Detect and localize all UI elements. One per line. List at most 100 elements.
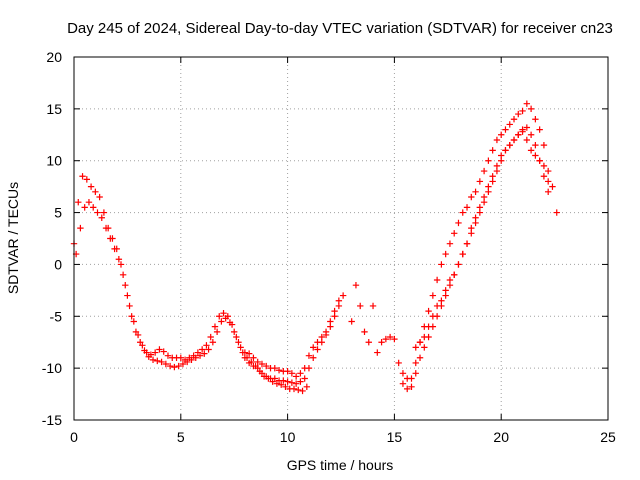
data-point [297,370,304,377]
data-point [218,318,225,325]
data-point [489,147,496,154]
data-point [211,323,219,330]
series-track-4 [348,100,560,382]
data-point [386,333,394,341]
data-point [280,377,287,384]
data-point [433,276,441,284]
data-point [100,209,108,216]
data-point [408,383,415,391]
data-point [237,344,244,351]
data-point [94,209,101,216]
data-point [506,121,513,128]
data-point [489,173,496,180]
x-tick-label: 20 [493,429,509,445]
y-tick-labels: -15 -10 -5 0 5 10 15 20 [42,49,62,428]
data-point [527,147,535,154]
data-point [271,364,278,372]
data-point [463,204,471,211]
data-point [532,141,539,149]
data-point [391,335,398,343]
data-point [425,323,432,330]
data-point [250,354,257,361]
x-axis-label: GPS time / hours [287,457,394,473]
data-point [305,364,313,372]
data-point [476,204,484,211]
data-point [196,352,204,359]
data-point [318,339,325,346]
series-track-2 [72,199,311,395]
data-point [130,318,138,325]
data-point [258,370,266,377]
data-point [412,359,419,367]
data-point [459,250,466,258]
data-point [245,359,253,367]
data-point [233,333,240,341]
data-point [416,354,424,361]
data-point [485,183,492,190]
data-point [339,292,347,299]
data-point [126,302,133,310]
data-point [151,349,159,356]
data-point [295,386,302,394]
x-tick-label: 10 [280,429,296,445]
data-point [254,364,261,372]
data-point [429,292,437,299]
data-point [83,176,91,183]
data-point [149,356,157,364]
data-point [540,162,548,170]
data-point [141,347,148,354]
data-point [544,167,552,175]
data-point [510,116,518,123]
data-point [160,348,167,355]
data-point [156,346,163,353]
data-point [299,387,306,395]
data-point [352,281,360,289]
data-point [553,209,560,216]
data-point [292,380,300,387]
data-point [472,188,479,196]
data-point [250,362,257,370]
data-point [263,362,270,370]
data-point [451,271,458,278]
data-point [523,100,531,107]
data-point [540,173,548,180]
data-point [519,107,526,115]
y-tick-label: 10 [46,153,62,169]
data-point [301,375,308,382]
data-point [365,339,372,346]
data-point [305,352,313,359]
data-point [446,240,454,247]
data-point [502,126,509,133]
plot-frame [73,56,609,421]
data-point [357,302,364,310]
data-point [222,315,229,322]
data-point [310,344,317,351]
data-point [322,331,330,339]
y-tick-label: -10 [42,360,62,376]
data-point [425,307,432,315]
data-point [369,302,377,310]
data-point [476,178,484,185]
data-point [171,363,178,371]
data-point [498,152,505,159]
data-point [412,344,419,351]
data-point [77,224,84,232]
data-point [201,350,208,357]
data-point [361,328,368,336]
data-point [455,261,462,268]
data-point [416,339,424,346]
data-point [75,199,82,206]
x-tick-label: 0 [70,429,78,445]
data-point [107,235,114,242]
data-point [254,358,261,366]
data-point [536,126,543,133]
data-point [523,136,531,144]
data-point [239,349,246,356]
data-point [277,381,285,388]
axis-ticks [73,56,609,421]
data-point [442,250,449,258]
data-point [335,302,343,310]
data-point [446,276,454,284]
data-point [145,353,152,360]
data-point [235,339,242,346]
